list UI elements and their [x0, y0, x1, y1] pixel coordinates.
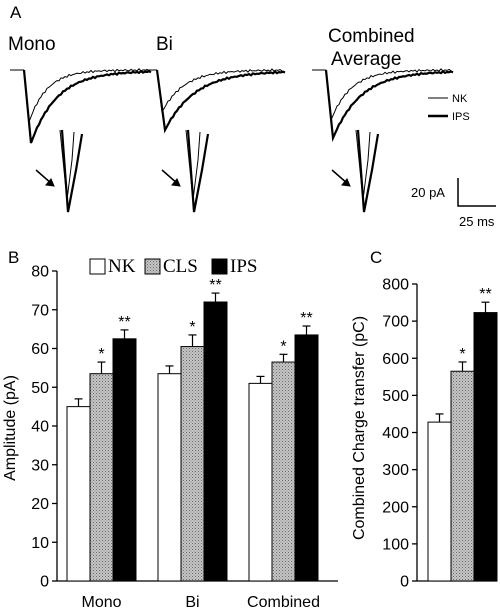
significance-marker: * — [189, 319, 195, 336]
legend-ips-text: IPS — [230, 256, 257, 277]
panel-c-y-axis-label: Combined Charge transfer (pC) — [351, 316, 368, 540]
category-label: Mono — [81, 594, 121, 609]
y-tick-label: 700 — [382, 314, 409, 331]
legend-ips-swatch — [211, 258, 228, 275]
category-label: Bi — [185, 594, 199, 609]
y-tick-label: 50 — [31, 380, 49, 397]
bar-ips — [203, 301, 228, 582]
panel-c-letter: C — [370, 248, 382, 267]
trace-nk — [23, 68, 150, 123]
y-tick-label: 0 — [400, 574, 409, 591]
arrow-head-icon — [341, 178, 351, 187]
inset-trace-ips — [356, 129, 380, 213]
bar-nk — [427, 421, 452, 582]
trace-ips — [155, 69, 286, 134]
bar-cls — [89, 373, 114, 582]
y-tick-label: 10 — [31, 535, 49, 552]
panel-a-letter: A — [10, 3, 22, 22]
y-tick-label: 800 — [382, 277, 409, 294]
inset-trace-ips — [60, 129, 84, 213]
significance-marker: * — [459, 346, 465, 363]
significance-marker: ** — [479, 286, 491, 303]
significance-marker: ** — [300, 310, 312, 327]
panel-c: C Combined Charge transfer (pC) 0 100 200 3… — [351, 248, 498, 591]
y-tick-label: 600 — [382, 351, 409, 368]
panel-a: A Mono Bi Combined Average NK IPS 20 pA … — [8, 3, 496, 229]
significance-marker: * — [280, 338, 286, 355]
bar-nk — [157, 373, 182, 582]
inset-trace-ips — [186, 129, 210, 213]
panel-a-title-average: Average — [331, 49, 401, 70]
panel-a-title-bi: Bi — [156, 34, 173, 55]
trace-nk — [156, 68, 283, 114]
panel-a-title-combined: Combined — [328, 26, 415, 47]
y-tick-label: 200 — [382, 499, 409, 516]
panel-b: B Amplitude (pA) NK CLS IPS 0 10 20 30 40 50 6… — [2, 248, 338, 609]
trace-nk — [325, 68, 452, 122]
arrow-head-icon — [45, 178, 55, 187]
y-tick-label: 70 — [31, 302, 49, 319]
category-label: Combined — [247, 594, 320, 609]
bar-nk — [248, 382, 273, 582]
significance-marker: ** — [209, 277, 221, 294]
current-traces — [10, 68, 454, 213]
legend-nk-label: NK — [452, 93, 468, 105]
panel-b-letter: B — [8, 248, 19, 267]
legend-nk-swatch — [89, 258, 106, 275]
y-tick-label: 500 — [382, 388, 409, 405]
y-tick-label: 80 — [31, 264, 49, 281]
panel-a-title-mono: Mono — [8, 34, 56, 55]
legend-nk-text: NK — [108, 256, 136, 277]
scale-amplitude-label: 20 pA — [411, 185, 445, 200]
y-tick-label: 0 — [40, 574, 49, 591]
y-tick-label: 300 — [382, 462, 409, 479]
scale-time-label: 25 ms — [459, 214, 495, 229]
bar-cls — [450, 370, 475, 582]
y-tick-label: 20 — [31, 496, 49, 513]
bar-nk — [66, 406, 91, 582]
bar-ips — [112, 338, 137, 582]
significance-marker: ** — [118, 314, 130, 331]
scale-bar — [457, 178, 496, 207]
y-tick-label: 400 — [382, 425, 409, 442]
y-tick-label: 30 — [31, 457, 49, 474]
legend-cls-text: CLS — [163, 256, 198, 277]
significance-marker: * — [98, 346, 104, 363]
y-tick-label: 60 — [31, 341, 49, 358]
bar-cls — [271, 361, 296, 582]
legend-ips-label: IPS — [452, 111, 470, 123]
bar-ips — [473, 312, 498, 582]
bar-cls — [180, 346, 205, 582]
panel-b-y-axis-label: Amplitude (pA) — [2, 375, 19, 481]
arrow-head-icon — [171, 178, 181, 187]
trace-ips — [324, 69, 454, 143]
legend-cls-swatch — [144, 258, 161, 275]
y-tick-label: 100 — [382, 536, 409, 553]
y-tick-label: 40 — [31, 419, 49, 436]
bar-ips — [294, 334, 319, 582]
trace-ips — [22, 69, 152, 144]
